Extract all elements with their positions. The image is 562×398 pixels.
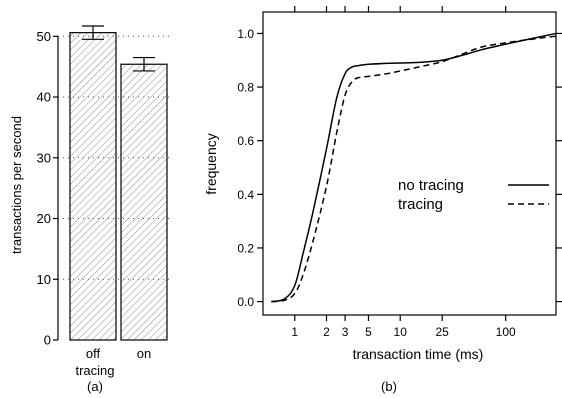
legend-label: no tracing xyxy=(398,177,464,194)
x-axis-label: transaction time (ms) xyxy=(353,346,484,362)
bar-chart-transactions: 0 10 20 30 40 50 off on transactions per secon… xyxy=(9,25,172,394)
bars xyxy=(69,32,168,341)
panel-label-b: (b) xyxy=(381,379,397,394)
series-line-tracing xyxy=(271,35,557,303)
y-tick-label: 0.2 xyxy=(237,241,254,255)
y-tick-label: 0.0 xyxy=(237,295,254,309)
y-tick-label: 40 xyxy=(37,90,51,105)
x-tick-label: 10 xyxy=(394,325,408,339)
y-tick-label: 10 xyxy=(37,272,51,287)
y-tick-label: 20 xyxy=(37,211,51,226)
x-axis-label: tracing xyxy=(75,363,114,378)
y-tick-label: 50 xyxy=(37,29,51,44)
y-tick-labels: 0.0 0.2 0.4 0.6 0.8 1.0 xyxy=(237,27,254,309)
bar xyxy=(69,32,117,341)
panel-label-a: (a) xyxy=(87,379,103,394)
y-tick-label: 30 xyxy=(37,150,51,165)
y-tick-label: 0.6 xyxy=(237,134,254,148)
y-axis-label: transactions per second xyxy=(9,116,24,254)
x-tick-labels: off on xyxy=(86,346,151,361)
y-axis-label: frequency xyxy=(203,133,219,194)
y-tick-label: 0 xyxy=(44,333,51,348)
y-tick-label: 0.8 xyxy=(237,81,254,95)
x-tick-label: 25 xyxy=(436,325,450,339)
axes xyxy=(53,35,59,341)
legend: no tracing tracing xyxy=(398,177,549,213)
y-tick-label: 1.0 xyxy=(237,27,254,41)
bar xyxy=(120,63,168,341)
x-tick-label: 5 xyxy=(365,325,372,339)
y-tick-labels: 0 10 20 30 40 50 xyxy=(37,29,51,348)
plot-frame xyxy=(257,6,562,321)
x-tick-label: 100 xyxy=(496,325,516,339)
x-tick-label: 3 xyxy=(342,325,349,339)
series-line-no-tracing xyxy=(271,32,557,303)
x-tick-label: on xyxy=(137,346,151,361)
x-tick-labels: 1 2 3 5 10 25 100 xyxy=(291,325,516,339)
legend-label: tracing xyxy=(398,196,443,213)
y-tick-label: 0.4 xyxy=(237,188,254,202)
x-tick-label: off xyxy=(86,346,101,361)
x-tick-label: 1 xyxy=(291,325,298,339)
x-tick-label: 2 xyxy=(323,325,330,339)
series-lines xyxy=(271,32,557,303)
plot-border xyxy=(262,11,557,316)
error-bars xyxy=(82,25,155,72)
